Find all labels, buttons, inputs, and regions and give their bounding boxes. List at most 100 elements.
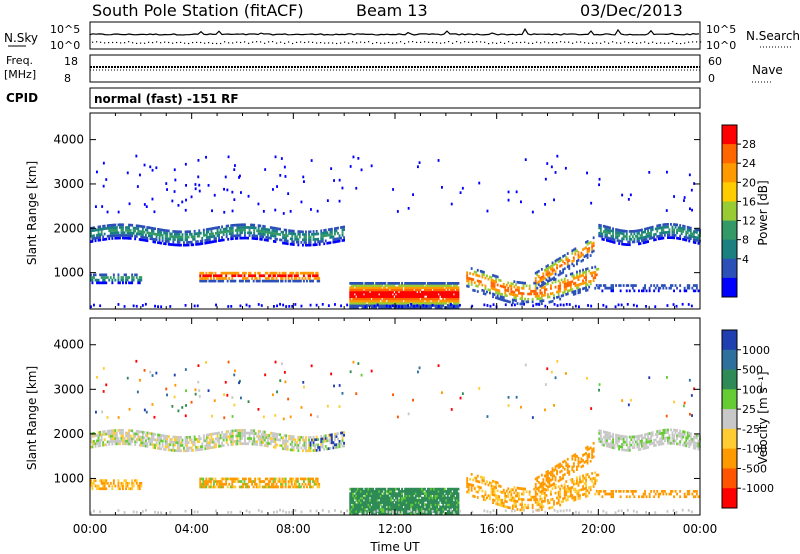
power-cell: [194, 305, 196, 308]
velocity-cell: [342, 440, 344, 443]
power-cell: [694, 290, 696, 293]
velocity-cell: [503, 489, 505, 492]
power-cell: [542, 272, 544, 275]
power-cell: [623, 284, 625, 287]
power-cell: [122, 276, 124, 279]
power-cell: [413, 305, 415, 308]
nsearch-dot: [316, 42, 317, 43]
power-cell: [342, 234, 344, 237]
velocity-cell: [113, 482, 115, 485]
power-cell: [649, 290, 651, 293]
nsearch-dot: [192, 42, 193, 43]
velocity-cell: [480, 486, 482, 489]
velocity-cell: [234, 480, 236, 483]
nsearch-dot: [396, 42, 397, 43]
velocity-cell: [282, 437, 284, 440]
velocity-cell: [302, 449, 304, 452]
power-cell: [234, 280, 236, 283]
power-cell: [133, 232, 135, 235]
power-cell: [114, 224, 116, 227]
colorbar-tick-label: 16: [742, 195, 756, 208]
power-cell: [594, 271, 596, 274]
velocity-cell: [249, 434, 251, 437]
power-cell: [620, 284, 622, 287]
power-cell: [253, 229, 255, 232]
power-cell: [166, 235, 168, 238]
nsky-tick-top: 10^5: [50, 23, 80, 36]
power-cell: [541, 297, 543, 300]
power-cell: [174, 168, 176, 171]
power-cell: [682, 230, 684, 233]
power-cell: [255, 227, 257, 230]
power-cell: [612, 235, 614, 238]
nsearch-dot: [296, 42, 297, 43]
power-cell: [652, 226, 654, 229]
velocity-cell: [285, 480, 287, 483]
power-cell: [153, 230, 155, 233]
velocity-cell: [206, 439, 208, 442]
power-cell: [698, 290, 700, 293]
nsearch-dot: [572, 43, 573, 44]
velocity-cell: [242, 486, 244, 489]
power-cell: [334, 233, 336, 236]
power-cell: [541, 292, 543, 295]
power-cell: [232, 210, 234, 213]
power-cell: [127, 279, 129, 282]
power-cell: [598, 183, 600, 186]
nsearch-dot: [96, 41, 97, 42]
power-cell: [143, 226, 145, 229]
power-cell: [223, 188, 225, 191]
velocity-cell: [305, 483, 307, 486]
velocity-cell: [325, 445, 327, 448]
power-cell: [213, 277, 215, 280]
velocity-cell: [172, 446, 174, 449]
velocity-cell: [300, 486, 302, 489]
nsearch-dot: [476, 41, 477, 42]
power-cell: [579, 291, 581, 294]
velocity-cell: [279, 433, 281, 436]
power-cell: [137, 185, 139, 188]
power-cell: [285, 277, 287, 280]
velocity-cell: [234, 486, 236, 489]
station-title: South Pole Station (fitACF): [92, 1, 304, 20]
velocity-cell: [339, 440, 341, 443]
velocity-cell: [259, 430, 261, 433]
power-cell: [606, 234, 608, 237]
velocity-cell: [485, 493, 487, 496]
power-cell: [535, 284, 537, 287]
power-cell: [111, 282, 113, 285]
velocity-cell: [194, 436, 196, 439]
nsearch-dot: [388, 42, 389, 43]
nsearch-dot: [448, 41, 449, 42]
power-cell: [217, 229, 219, 232]
velocity-cell: [122, 482, 124, 485]
nsearch-dot: [232, 42, 233, 43]
nsearch-dot: [588, 43, 589, 44]
power-cell: [210, 277, 212, 280]
power-cell: [633, 233, 635, 236]
power-cell: [287, 240, 289, 243]
power-cell: [276, 230, 278, 233]
power-cell: [291, 238, 293, 241]
velocity-cell: [270, 443, 272, 446]
power-cell: [649, 287, 651, 290]
power-cell: [587, 304, 589, 307]
velocity-cell: [334, 438, 336, 441]
velocity-cell: [199, 480, 201, 483]
velocity-cell: [232, 435, 234, 438]
velocity-cell: [200, 437, 202, 440]
power-cell: [493, 303, 495, 306]
velocity-cell: [340, 442, 342, 445]
velocity-cell: [221, 431, 223, 434]
power-cell: [609, 227, 611, 230]
power-cell: [515, 297, 517, 300]
power-cell: [574, 290, 576, 293]
power-cell: [644, 287, 646, 290]
velocity-cell: [226, 441, 228, 444]
power-cell: [279, 174, 281, 177]
power-cell: [325, 240, 327, 243]
power-cell: [585, 273, 587, 276]
colorbar-tick-label: 8: [742, 234, 749, 247]
power-cell: [681, 232, 683, 235]
power-cell: [279, 303, 281, 306]
